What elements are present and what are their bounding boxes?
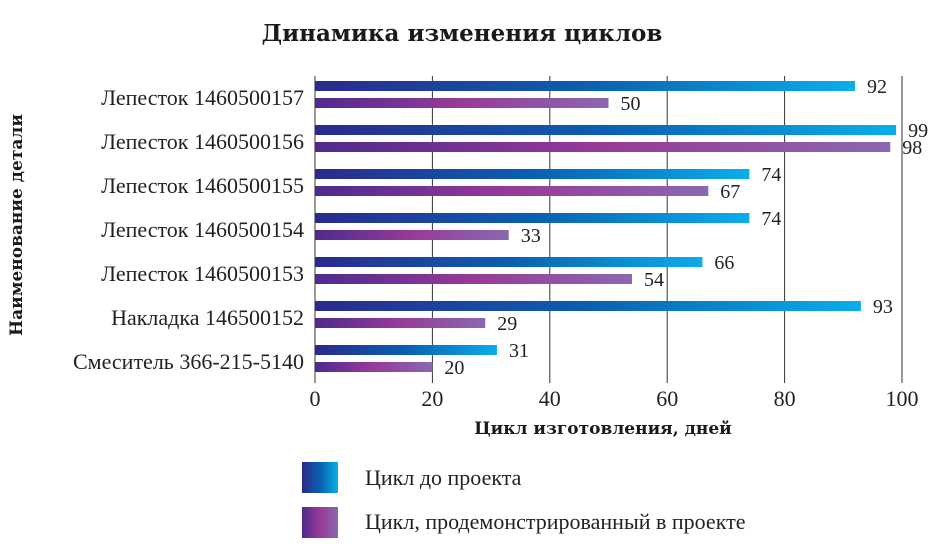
y-category-label: Лепесток 1460500156	[101, 129, 304, 154]
data-label: 33	[521, 225, 541, 247]
bar-before	[315, 169, 750, 179]
x-tick-label: 60	[656, 386, 678, 411]
bar-before	[315, 345, 497, 355]
y-category-label: Лепесток 1460500157	[101, 85, 304, 110]
y-category-label: Накладка 146500152	[111, 305, 304, 330]
data-label: 54	[644, 269, 664, 291]
y-category-label: Смеситель 366-215-5140	[73, 349, 304, 374]
legend-label-before: Цикл до проекта	[365, 465, 522, 490]
data-label: 50	[621, 93, 641, 115]
legend-label-after: Цикл, продемонстрированный в проекте	[365, 509, 745, 534]
y-category-label: Лепесток 1460500154	[101, 217, 304, 242]
data-label: 93	[873, 296, 893, 318]
bar-before	[315, 301, 861, 311]
legend: Цикл до проекта Цикл, продемонстрированн…	[302, 462, 745, 538]
x-tick-label: 40	[539, 386, 561, 411]
bar-before	[315, 213, 750, 223]
bar-after	[315, 274, 632, 284]
legend-swatch-after	[302, 507, 338, 538]
legend-swatch-before	[302, 462, 338, 493]
data-label: 99	[908, 120, 928, 142]
data-label: 66	[714, 252, 734, 274]
data-label: 67	[720, 181, 740, 203]
data-label: 29	[497, 313, 517, 335]
data-label: 74	[761, 164, 781, 186]
x-tick-label: 0	[310, 386, 321, 411]
bar-after	[315, 142, 891, 152]
bar-before	[315, 125, 897, 135]
y-axis-label: Наименование детали	[7, 114, 27, 336]
x-tick-label: 80	[774, 386, 796, 411]
x-tick-label: 20	[421, 386, 443, 411]
data-label: 74	[761, 208, 781, 230]
chart-title: Динамика изменения циклов	[262, 20, 663, 47]
bar-before	[315, 257, 703, 267]
bar-after	[315, 362, 433, 372]
x-tick-label: 100	[886, 386, 919, 411]
bar-before	[315, 81, 856, 91]
y-category-label: Лепесток 1460500153	[101, 261, 304, 286]
x-axis-label: Цикл изготовления, дней	[474, 419, 732, 439]
bar-after	[315, 318, 486, 328]
bar-after	[315, 98, 609, 108]
data-label: 20	[444, 357, 464, 379]
data-label: 31	[509, 340, 529, 362]
data-label: 92	[867, 76, 887, 98]
bar-after	[315, 230, 509, 240]
bar-after	[315, 186, 709, 196]
data-label: 98	[902, 137, 922, 159]
y-category-label: Лепесток 1460500155	[101, 173, 304, 198]
